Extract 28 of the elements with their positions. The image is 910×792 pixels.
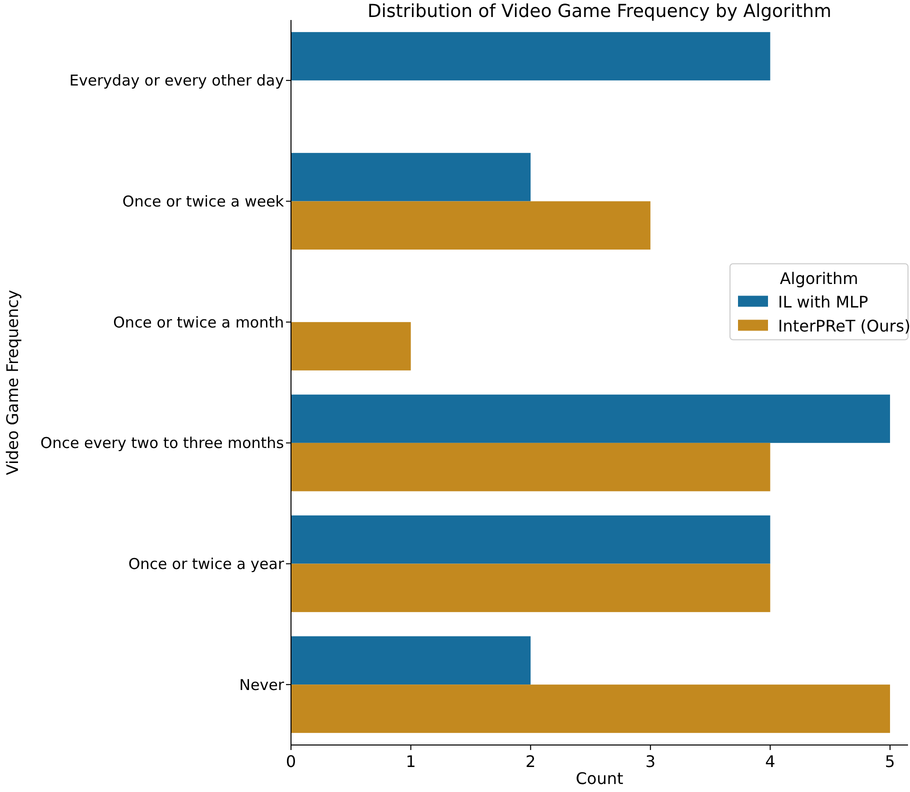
y-tick-label: Once every two to three months <box>40 434 284 452</box>
bar <box>291 442 770 492</box>
x-tick-label: 3 <box>645 752 656 771</box>
bar <box>291 684 890 733</box>
y-tick-label: Once or twice a year <box>128 555 285 573</box>
legend-title: Algorithm <box>780 268 858 288</box>
legend-label: IL with MLP <box>778 292 868 312</box>
x-tick-label: 5 <box>884 752 896 771</box>
x-tick-label: 1 <box>406 752 416 771</box>
x-tick-label: 4 <box>765 752 776 771</box>
y-tick-label: Everyday or every other day <box>69 72 284 90</box>
bar <box>291 515 770 564</box>
bar <box>291 201 650 250</box>
y-tick-label: Once or twice a week <box>122 192 284 210</box>
x-axis-title: Count <box>576 769 624 788</box>
y-axis-title: Video Game Frequency <box>3 290 22 476</box>
chart-title: Distribution of Video Game Frequency by Algorithm <box>368 1 832 22</box>
bar <box>291 636 531 685</box>
bar <box>291 394 890 443</box>
bar <box>291 152 531 202</box>
y-tick-label: Once or twice a month <box>113 313 284 332</box>
x-tick-label: 0 <box>286 752 296 771</box>
y-tick-label: Never <box>239 676 285 694</box>
bar <box>291 322 411 370</box>
x-tick-label: 2 <box>526 752 536 771</box>
legend-label: InterPReT (Ours) <box>778 316 910 336</box>
bar <box>291 564 770 612</box>
bar <box>291 32 770 80</box>
